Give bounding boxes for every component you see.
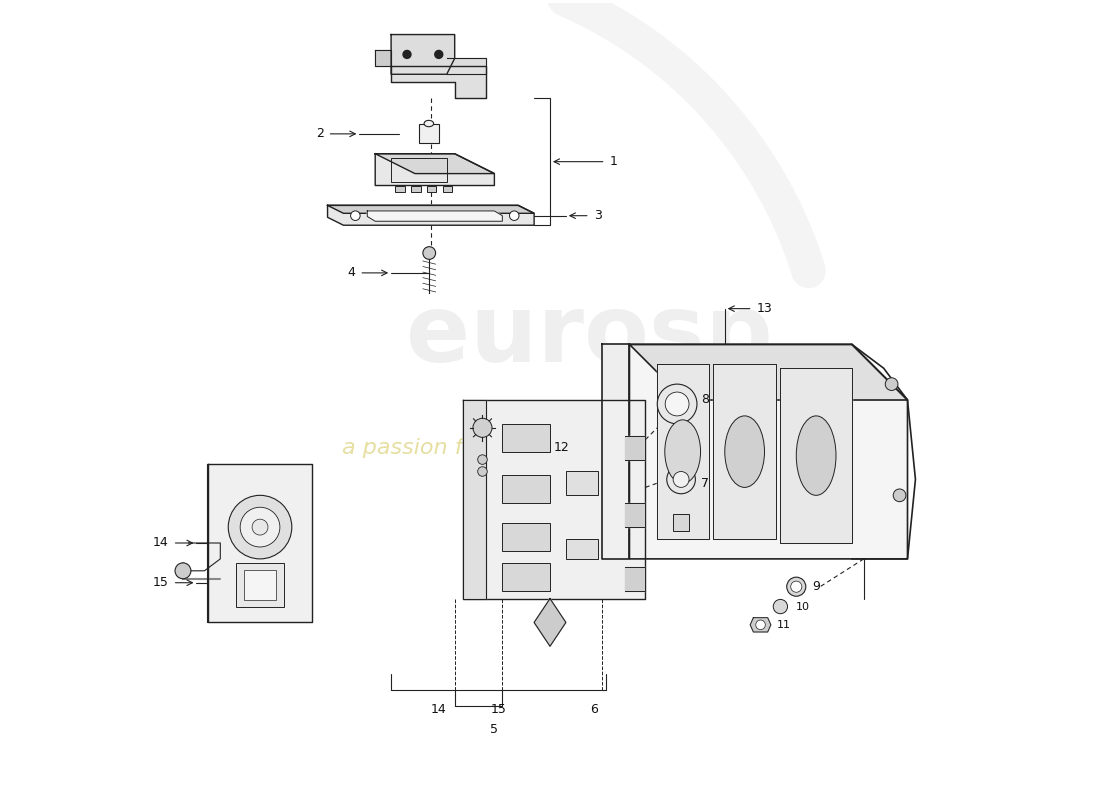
Text: 3: 3 (594, 209, 602, 222)
Circle shape (229, 495, 292, 559)
Polygon shape (375, 154, 494, 174)
Circle shape (509, 211, 519, 221)
Text: 15: 15 (491, 703, 506, 716)
Bar (565, 539, 597, 559)
Polygon shape (535, 598, 565, 646)
Circle shape (667, 465, 695, 494)
Polygon shape (447, 58, 486, 74)
Polygon shape (626, 503, 646, 527)
Bar (503, 563, 550, 590)
Circle shape (422, 246, 436, 259)
Circle shape (666, 392, 689, 416)
Bar (668, 448, 686, 467)
Circle shape (791, 581, 802, 592)
Text: 2: 2 (316, 127, 323, 140)
Text: 11: 11 (777, 620, 791, 630)
Ellipse shape (664, 420, 701, 483)
Circle shape (434, 50, 442, 58)
Polygon shape (629, 344, 908, 400)
Polygon shape (392, 66, 486, 98)
Polygon shape (328, 206, 535, 226)
Text: a passion for parts since 1985: a passion for parts since 1985 (342, 438, 679, 458)
Bar (427, 186, 437, 192)
Bar (442, 186, 452, 192)
Bar (236, 563, 284, 606)
Bar (503, 475, 550, 503)
Circle shape (786, 577, 806, 596)
Polygon shape (375, 50, 392, 66)
Ellipse shape (725, 416, 764, 487)
Ellipse shape (425, 120, 433, 126)
Polygon shape (208, 463, 311, 622)
Circle shape (658, 384, 697, 424)
Circle shape (893, 489, 906, 502)
Polygon shape (713, 364, 777, 539)
Text: 1: 1 (609, 155, 617, 168)
Text: 12: 12 (554, 441, 570, 454)
Polygon shape (463, 400, 646, 598)
Text: 9: 9 (812, 580, 820, 593)
Polygon shape (367, 211, 503, 222)
Text: 5: 5 (491, 723, 498, 736)
Circle shape (773, 599, 788, 614)
Circle shape (252, 519, 268, 535)
Text: 8: 8 (701, 394, 708, 406)
Circle shape (477, 466, 487, 476)
Polygon shape (328, 206, 535, 214)
Polygon shape (392, 34, 454, 74)
Text: 14: 14 (153, 537, 168, 550)
Polygon shape (780, 368, 851, 543)
Text: 13: 13 (757, 302, 772, 315)
Text: 4: 4 (348, 266, 355, 279)
Polygon shape (629, 344, 908, 559)
Bar (503, 523, 550, 551)
Polygon shape (658, 364, 708, 539)
Polygon shape (626, 436, 646, 459)
Bar (419, 123, 439, 143)
Text: 7: 7 (701, 477, 708, 490)
Text: eurosp: eurosp (406, 290, 773, 382)
Bar (395, 186, 405, 192)
Ellipse shape (796, 416, 836, 495)
Polygon shape (375, 154, 494, 186)
Circle shape (175, 563, 191, 578)
Text: 10: 10 (796, 602, 811, 611)
Bar (411, 186, 420, 192)
Polygon shape (463, 400, 486, 598)
Bar (565, 471, 597, 495)
Circle shape (403, 50, 411, 58)
Circle shape (756, 620, 766, 630)
Polygon shape (750, 618, 771, 632)
Circle shape (240, 507, 279, 547)
Circle shape (351, 211, 360, 221)
Text: 6: 6 (590, 703, 597, 716)
Bar (392, 158, 447, 182)
Circle shape (673, 471, 689, 487)
Polygon shape (626, 567, 646, 590)
Bar (673, 514, 689, 531)
Text: 15: 15 (153, 576, 168, 590)
Circle shape (886, 378, 898, 390)
Text: 14: 14 (431, 703, 447, 716)
Polygon shape (602, 344, 629, 559)
Circle shape (473, 418, 492, 438)
Bar (503, 424, 550, 452)
Circle shape (477, 455, 487, 464)
Bar (244, 570, 276, 600)
